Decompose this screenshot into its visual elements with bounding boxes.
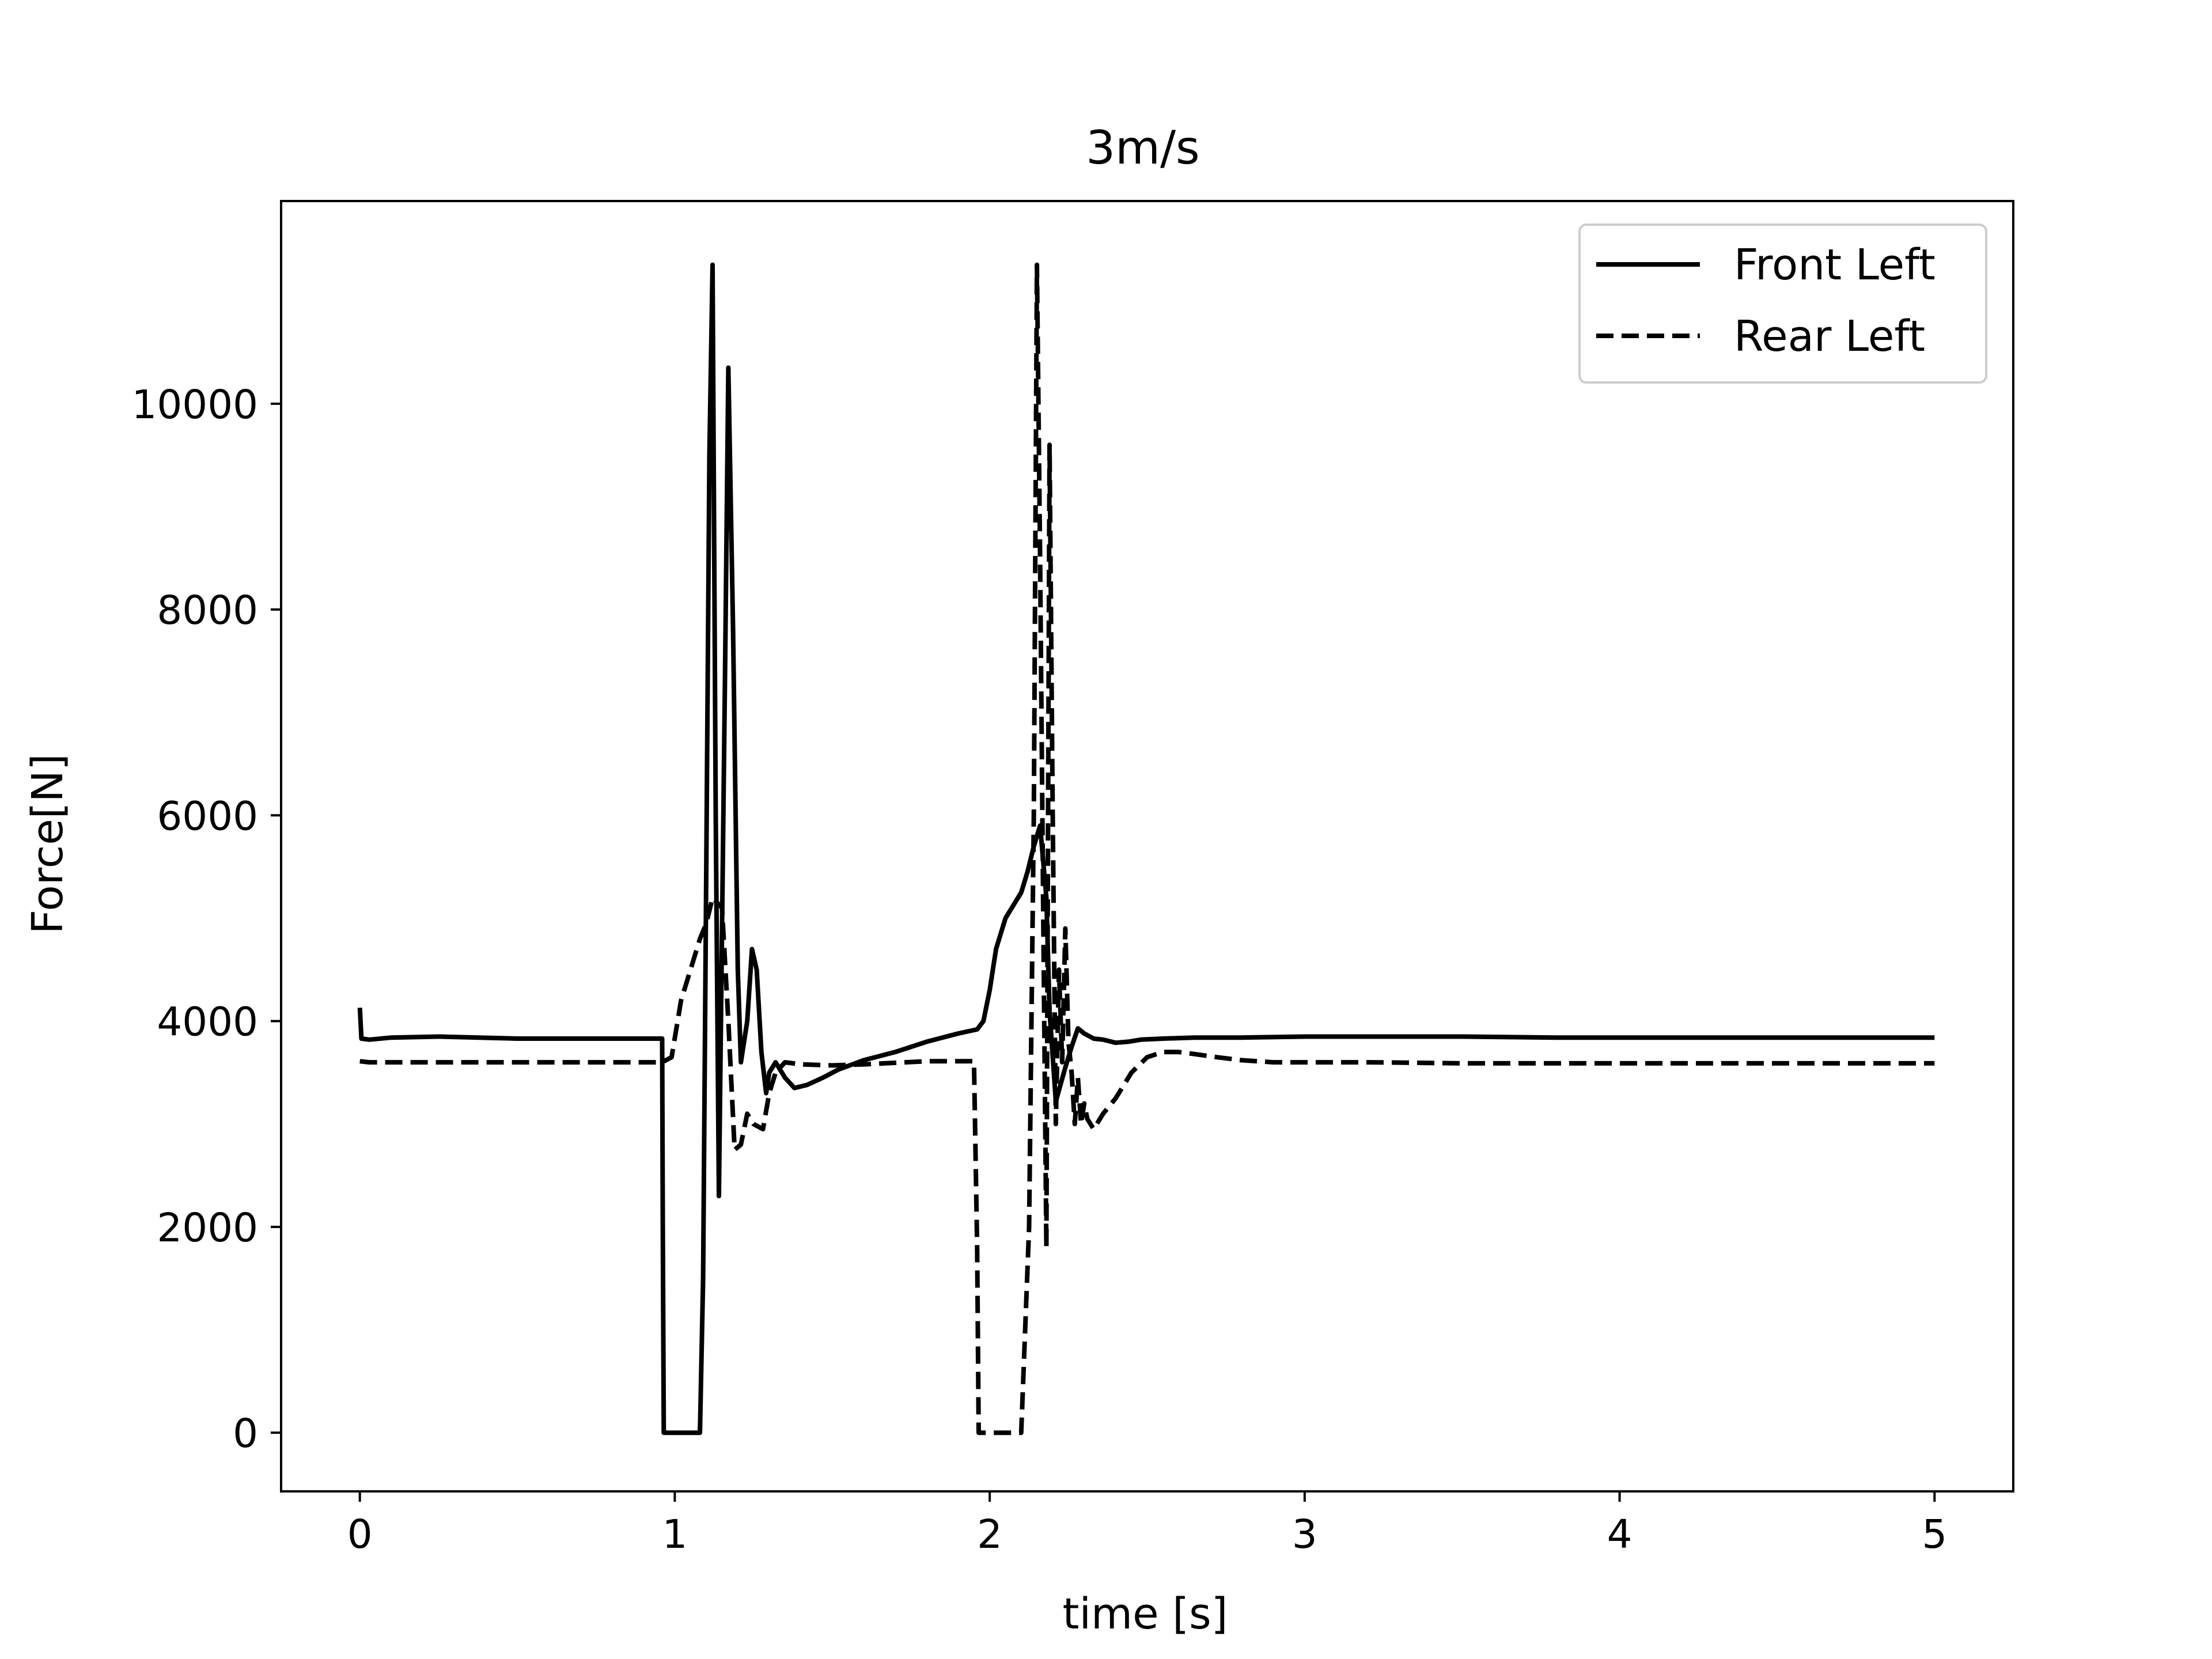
x-tick-label: 0 xyxy=(347,1512,373,1558)
legend-label-rear-left: Rear Left xyxy=(1734,312,1925,361)
plot-lines xyxy=(357,262,1935,1435)
legend-label-front-left: Front Left xyxy=(1734,240,1936,290)
x-tick-label: 3 xyxy=(1292,1512,1317,1558)
y-axis: 0 2000 4000 6000 8000 10000 xyxy=(132,382,281,1457)
series-line-rear-left xyxy=(359,262,1935,1435)
y-tick-label: 4000 xyxy=(157,999,258,1046)
x-tick-label: 5 xyxy=(1922,1512,1947,1558)
y-axis-label: Force[N] xyxy=(23,753,73,934)
series-line-front-left xyxy=(357,262,1935,1435)
chart-title: 3m/s xyxy=(1086,121,1199,175)
y-tick-label: 6000 xyxy=(157,793,258,839)
y-tick-label: 8000 xyxy=(157,588,258,634)
y-tick-label: 2000 xyxy=(157,1205,258,1251)
y-tick-label: 10000 xyxy=(132,382,259,428)
x-axis: 0 1 2 3 4 5 xyxy=(347,1491,1947,1558)
legend: Front Left Rear Left xyxy=(1578,224,1987,384)
x-axis-label: time [s] xyxy=(1062,1589,1228,1639)
x-tick-label: 1 xyxy=(662,1512,687,1558)
plot-frame xyxy=(280,200,2014,1493)
x-tick-label: 2 xyxy=(977,1512,1002,1558)
x-tick-label: 4 xyxy=(1607,1512,1633,1558)
y-tick-label: 0 xyxy=(233,1411,258,1457)
